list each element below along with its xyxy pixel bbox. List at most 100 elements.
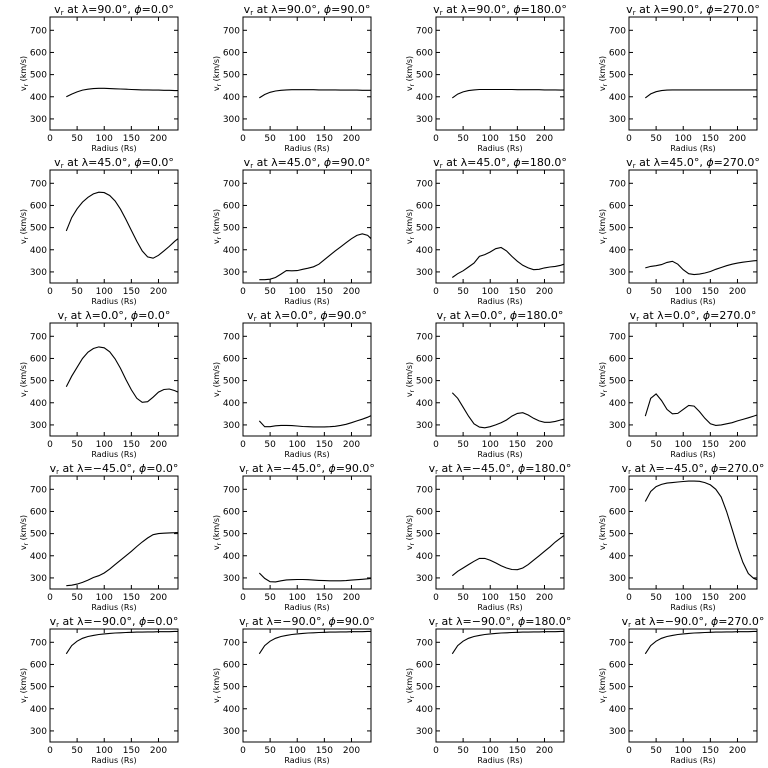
series-line <box>66 87 178 98</box>
y-tick-label: 400 <box>609 399 626 409</box>
y-tick-label: 500 <box>223 683 240 693</box>
y-tick-label: 300 <box>416 727 433 737</box>
x-tick-label: 150 <box>509 593 526 603</box>
x-tick-label: 0 <box>240 440 246 450</box>
series-line <box>451 246 565 278</box>
x-tick-label: 50 <box>71 287 83 297</box>
x-tick-label: 100 <box>96 134 113 144</box>
panel-title: vr at λ=−90.0°, ϕ=90.0° <box>239 615 375 629</box>
y-axis-label: vr (km/s) <box>212 362 223 397</box>
y-tick-label: 300 <box>416 268 433 278</box>
x-tick-label: 0 <box>626 746 632 756</box>
y-tick-label: 700 <box>223 179 240 189</box>
x-tick-label: 50 <box>457 134 469 144</box>
series-line <box>644 89 757 99</box>
panel-4-2: vr at λ=−90.0°, ϕ=180.0° 0 50 100 150 200 300 4… <box>405 615 571 765</box>
panel-title: vr at λ=0.0°, ϕ=180.0° <box>437 309 564 323</box>
y-tick-label: 400 <box>416 246 433 256</box>
y-tick-label: 600 <box>223 660 240 670</box>
panel-0-3: vr at λ=90.0°, ϕ=270.0° 0 50 100 150 200 300 40… <box>598 3 760 153</box>
y-axis-label: vr (km/s) <box>19 668 30 703</box>
x-tick-label: 50 <box>264 593 276 603</box>
plot-frame <box>435 169 565 284</box>
plot-frame <box>628 169 758 284</box>
y-tick-label: 300 <box>30 115 47 125</box>
panel-title: vr at λ=0.0°, ϕ=270.0° <box>630 309 757 323</box>
y-tick-label: 500 <box>609 683 626 693</box>
x-tick-label: 50 <box>71 134 83 144</box>
series-line <box>644 480 758 581</box>
panel-2-2: vr at λ=0.0°, ϕ=180.0° 0 50 100 150 200 300 400… <box>405 309 565 459</box>
plot-frame <box>242 322 372 437</box>
y-tick-label: 500 <box>223 377 240 387</box>
x-tick-label: 0 <box>433 440 439 450</box>
series-line <box>451 392 565 429</box>
y-tick-label: 300 <box>609 421 626 431</box>
panel-title: vr at λ=0.0°, ϕ=0.0° <box>58 309 171 323</box>
y-axis-label: vr (km/s) <box>19 362 30 397</box>
x-tick-label: 100 <box>289 593 306 603</box>
plot-frame <box>628 628 758 743</box>
x-axis-label: Radius (Rs) <box>477 603 522 612</box>
plot-frame <box>435 322 565 437</box>
y-tick-label: 700 <box>416 179 433 189</box>
y-tick-label: 700 <box>30 485 47 495</box>
panel-title: vr at λ=−45.0°, ϕ=0.0° <box>50 462 179 476</box>
x-tick-label: 50 <box>264 440 276 450</box>
y-tick-label: 600 <box>609 201 626 211</box>
panel-title: vr at λ=90.0°, ϕ=180.0° <box>433 3 567 17</box>
series-line <box>451 88 564 99</box>
y-tick-label: 700 <box>416 332 433 342</box>
x-axis-label: Radius (Rs) <box>284 603 329 612</box>
panel-1-1: vr at λ=45.0°, ϕ=90.0° 0 50 100 150 200 300 400… <box>212 156 372 306</box>
series-line <box>258 572 372 583</box>
y-tick-label: 600 <box>30 660 47 670</box>
x-tick-label: 50 <box>457 440 469 450</box>
x-tick-label: 200 <box>150 134 167 144</box>
y-tick-label: 600 <box>30 201 47 211</box>
plot-frame <box>435 16 565 131</box>
y-tick-label: 300 <box>223 268 240 278</box>
x-tick-label: 100 <box>289 287 306 297</box>
x-tick-label: 200 <box>150 593 167 603</box>
x-tick-label: 200 <box>536 440 553 450</box>
panel-2-1: vr at λ=0.0°, ϕ=90.0° 0 50 100 150 200 300 400 5… <box>212 309 372 459</box>
y-axis-label: vr (km/s) <box>19 515 30 550</box>
y-tick-label: 700 <box>30 179 47 189</box>
panel-4-1: vr at λ=−90.0°, ϕ=90.0° 0 50 100 150 200 300 40… <box>212 615 375 765</box>
panel-title: vr at λ=−90.0°, ϕ=180.0° <box>429 615 572 629</box>
y-tick-label: 300 <box>416 115 433 125</box>
y-tick-label: 600 <box>30 507 47 517</box>
panel-4-0: vr at λ=−90.0°, ϕ=0.0° 0 50 100 150 200 300 400… <box>19 615 179 765</box>
x-tick-label: 100 <box>482 593 499 603</box>
x-tick-label: 50 <box>457 746 469 756</box>
panel-1-2: vr at λ=45.0°, ϕ=180.0° 0 50 100 150 200 300 40… <box>405 156 567 306</box>
x-tick-label: 150 <box>316 287 333 297</box>
x-tick-label: 100 <box>289 746 306 756</box>
y-tick-label: 400 <box>30 552 47 562</box>
panel-3-3: vr at λ=−45.0°, ϕ=270.0° 0 50 100 150 200 300 4… <box>598 462 764 612</box>
x-tick-label: 200 <box>343 134 360 144</box>
y-tick-label: 300 <box>223 115 240 125</box>
plot-frame <box>49 169 179 284</box>
y-axis-label: vr (km/s) <box>212 668 223 703</box>
x-tick-label: 50 <box>650 746 662 756</box>
series-line <box>65 346 179 403</box>
plot-frame <box>242 628 372 743</box>
x-tick-label: 200 <box>343 440 360 450</box>
panel-0-0: vr at λ=90.0°, ϕ=0.0° 0 50 100 150 200 300 400 5… <box>19 3 179 153</box>
y-tick-label: 600 <box>416 354 433 364</box>
x-tick-label: 0 <box>47 593 53 603</box>
panel-title: vr at λ=−45.0°, ϕ=270.0° <box>622 462 765 476</box>
y-tick-label: 400 <box>416 705 433 715</box>
x-axis-label: Radius (Rs) <box>477 450 522 459</box>
y-tick-label: 700 <box>609 638 626 648</box>
x-tick-label: 0 <box>240 287 246 297</box>
x-axis-label: Radius (Rs) <box>670 450 715 459</box>
y-tick-label: 400 <box>223 705 240 715</box>
x-axis-label: Radius (Rs) <box>670 756 715 765</box>
x-tick-label: 0 <box>47 134 53 144</box>
panel-0-1: vr at λ=90.0°, ϕ=90.0° 0 50 100 150 200 300 400… <box>212 3 372 153</box>
series-line <box>66 531 179 587</box>
